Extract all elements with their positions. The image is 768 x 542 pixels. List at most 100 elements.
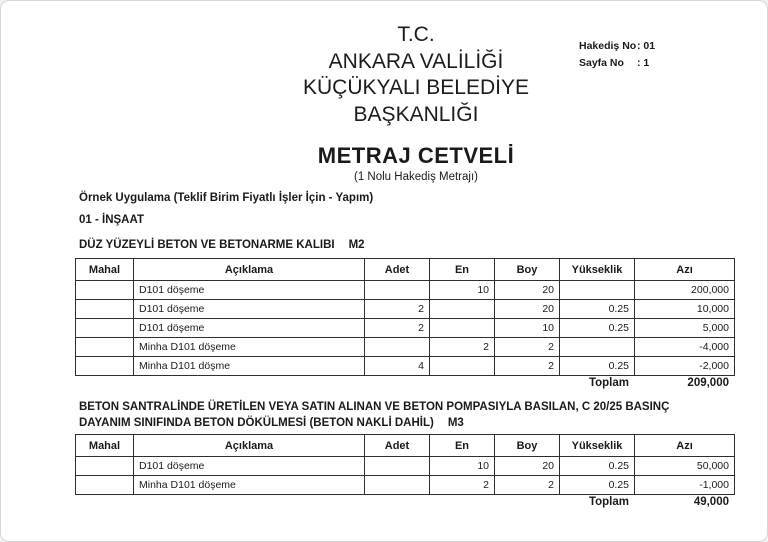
- sayfa-no-label: Sayfa No: [579, 57, 624, 69]
- section-2-total: Toplam 49,000: [75, 496, 734, 508]
- table-cell: [364, 456, 430, 476]
- table-cell: 0.25: [559, 475, 635, 495]
- table-cell: [559, 337, 635, 357]
- table-cell: [75, 280, 134, 300]
- table-cell: [429, 356, 495, 376]
- column-header: Açıklama: [133, 258, 365, 281]
- table-cell: [75, 337, 134, 357]
- section-1-unit: M2: [348, 239, 365, 251]
- project-title: Örnek Uygulama (Teklif Birim Fiyatlı İşl…: [79, 192, 374, 204]
- table-cell: D101 döşeme: [133, 318, 365, 338]
- section-2-heading-line2: DAYANIM SINIFINDA BETON DÖKÜLMESİ (BETON…: [79, 415, 739, 431]
- table-cell: 0.25: [559, 356, 635, 376]
- section-1-total: Toplam 209,000: [75, 377, 734, 389]
- org-line: BAŞKANLIĞI: [353, 102, 479, 126]
- table-cell: 2: [429, 475, 495, 495]
- table-cell: 0.25: [559, 299, 635, 319]
- column-header: Yükseklik: [559, 434, 635, 457]
- table-cell: 10: [429, 456, 495, 476]
- table-cell: Minha D101 döşeme: [133, 475, 365, 495]
- table-cell: [75, 318, 134, 338]
- page-meta: Hakediş No : 01 Sayfa No : 1: [579, 38, 655, 72]
- table-cell: 10,000: [634, 299, 735, 319]
- section-2-heading: BETON SANTRALİNDE ÜRETİLEN VEYA SATIN AL…: [79, 399, 739, 431]
- hakedis-no-value: : 01: [637, 40, 656, 52]
- table-cell: 20: [494, 456, 560, 476]
- table-row: Minha D101 döşeme 2 2 -4,000: [75, 337, 735, 357]
- column-header: Boy: [494, 258, 560, 281]
- table-cell: 10: [429, 280, 495, 300]
- column-header: Yükseklik: [559, 258, 635, 281]
- org-line: ANKARA VALİLİĞİ: [328, 49, 504, 73]
- column-header: Adet: [364, 434, 430, 457]
- table-cell: 2: [494, 337, 560, 357]
- table-row: D101 döşeme 10 20 200,000: [75, 280, 735, 300]
- section-2-heading-line1: BETON SANTRALİNDE ÜRETİLEN VEYA SATIN AL…: [79, 401, 670, 413]
- table-cell: [364, 475, 430, 495]
- organization-header: T.C. ANKARA VALİLİĞİ KÜÇÜKYALI BELEDİYE …: [151, 22, 681, 128]
- table-cell: 2: [364, 318, 430, 338]
- table-cell: [75, 356, 134, 376]
- column-header: Azı: [634, 434, 735, 457]
- work-group-title: 01 - İNŞAAT: [79, 214, 144, 226]
- column-header: Azı: [634, 258, 735, 281]
- document-subtitle: (1 Nolu Hakediş Metrajı): [354, 171, 478, 183]
- org-line: T.C.: [397, 23, 435, 46]
- table-cell: 2: [429, 337, 495, 357]
- table-cell: Minha D101 döşme: [133, 356, 365, 376]
- table-cell: 2: [494, 475, 560, 495]
- table-cell: [364, 280, 430, 300]
- table-row: Minha D101 döşeme 2 2 0.25 -1,000: [75, 475, 735, 495]
- table-cell: 0.25: [559, 456, 635, 476]
- table-row: Minha D101 döşme 4 2 0.25 -2,000: [75, 356, 735, 376]
- table-cell: [75, 299, 134, 319]
- column-header: Mahal: [75, 434, 134, 457]
- sayfa-no-value: : 1: [637, 57, 650, 69]
- table-cell: [559, 280, 635, 300]
- table-cell: [364, 337, 430, 357]
- table-cell: -1,000: [634, 475, 735, 495]
- section-1-heading-text: DÜZ YÜZEYLİ BETON VE BETONARME KALIBI: [79, 239, 335, 251]
- document-title: METRAJ CETVELİ: [317, 143, 515, 168]
- table-cell: -4,000: [634, 337, 735, 357]
- table-cell: 0.25: [559, 318, 635, 338]
- table-cell: 20: [494, 280, 560, 300]
- column-header: Adet: [364, 258, 430, 281]
- table-header-row: Mahal Açıklama Adet En Boy Yükseklik Azı: [75, 434, 735, 457]
- table-cell: [429, 299, 495, 319]
- column-header: Boy: [494, 434, 560, 457]
- table-cell: [75, 475, 134, 495]
- meta-row-hakedis: Hakediş No : 01: [579, 38, 655, 55]
- section-2-unit: M3: [447, 417, 464, 429]
- table-row: D101 döşeme 2 10 0.25 5,000: [75, 318, 735, 338]
- table-cell: [429, 318, 495, 338]
- total-value: 209,000: [687, 377, 729, 389]
- quantity-table-2: Mahal Açıklama Adet En Boy Yükseklik Azı D101 …: [75, 434, 735, 495]
- total-value: 49,000: [693, 496, 729, 508]
- column-header: Mahal: [75, 258, 134, 281]
- table-cell: 20: [494, 299, 560, 319]
- table-cell: D101 döşeme: [133, 280, 365, 300]
- total-label: Toplam: [588, 496, 629, 508]
- total-label: Toplam: [588, 377, 629, 389]
- section-2-heading-text: DAYANIM SINIFINDA BETON DÖKÜLMESİ (BETON…: [79, 417, 434, 429]
- table-cell: D101 döşeme: [133, 299, 365, 319]
- hakedis-no-label: Hakediş No: [579, 40, 637, 52]
- table-cell: 10: [494, 318, 560, 338]
- table-cell: -2,000: [634, 356, 735, 376]
- table-cell: Minha D101 döşeme: [133, 337, 365, 357]
- table-cell: 2: [364, 299, 430, 319]
- org-line: KÜÇÜKYALI BELEDİYE: [302, 76, 530, 99]
- quantity-table-1: Mahal Açıklama Adet En Boy Yükseklik Azı D101 …: [75, 258, 735, 376]
- table-cell: 4: [364, 356, 430, 376]
- table-row: D101 döşeme 2 20 0.25 10,000: [75, 299, 735, 319]
- meta-row-sayfa: Sayfa No : 1: [579, 55, 655, 72]
- table-cell: 5,000: [634, 318, 735, 338]
- column-header: En: [429, 258, 495, 281]
- table-header-row: Mahal Açıklama Adet En Boy Yükseklik Azı: [75, 258, 735, 281]
- table-cell: 50,000: [634, 456, 735, 476]
- table-cell: [75, 456, 134, 476]
- column-header: Açıklama: [133, 434, 365, 457]
- column-header: En: [429, 434, 495, 457]
